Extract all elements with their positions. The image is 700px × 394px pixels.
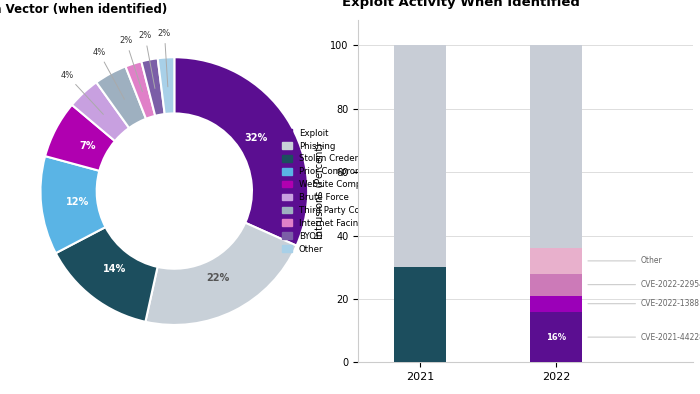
Text: 4%: 4% xyxy=(92,48,125,99)
Bar xyxy=(531,312,582,362)
Legend: Exploit, Phishing, Stolen Credentials, Prior Compromise, Website Compromise, Bru: Exploit, Phishing, Stolen Credentials, P… xyxy=(279,125,406,257)
Text: 32%: 32% xyxy=(245,133,268,143)
Y-axis label: Intrusions (Percent): Intrusions (Percent) xyxy=(315,143,325,239)
Text: CVE-2021-44228: CVE-2021-44228 xyxy=(588,333,700,342)
Wedge shape xyxy=(41,156,106,253)
Bar xyxy=(394,267,446,362)
Wedge shape xyxy=(56,227,158,322)
Bar xyxy=(394,45,446,267)
Text: Initial Infection Vector (when identified): Initial Infection Vector (when identifie… xyxy=(0,3,167,16)
Text: Other: Other xyxy=(588,256,663,266)
Text: 7%: 7% xyxy=(80,141,96,151)
Bar xyxy=(531,273,582,296)
Wedge shape xyxy=(45,105,115,171)
Text: 12%: 12% xyxy=(66,197,89,207)
Bar xyxy=(531,45,582,248)
Wedge shape xyxy=(97,67,146,128)
Wedge shape xyxy=(141,58,164,116)
Wedge shape xyxy=(72,82,129,141)
Bar xyxy=(531,296,582,312)
Text: 22%: 22% xyxy=(206,273,230,283)
Bar xyxy=(531,248,582,273)
Text: CVE-2022-1388: CVE-2022-1388 xyxy=(588,299,700,308)
Wedge shape xyxy=(125,61,155,119)
Wedge shape xyxy=(158,57,174,114)
Text: 16%: 16% xyxy=(547,333,566,342)
Text: 2%: 2% xyxy=(120,36,142,91)
Text: 4%: 4% xyxy=(60,71,104,114)
Text: 2%: 2% xyxy=(139,32,155,88)
Text: 2%: 2% xyxy=(158,29,171,87)
Wedge shape xyxy=(174,57,308,246)
Wedge shape xyxy=(146,223,297,325)
Text: CVE-2022-22954: CVE-2022-22954 xyxy=(588,280,700,289)
Text: Exploit Activity When Identified: Exploit Activity When Identified xyxy=(342,0,580,9)
Text: 14%: 14% xyxy=(104,264,127,274)
